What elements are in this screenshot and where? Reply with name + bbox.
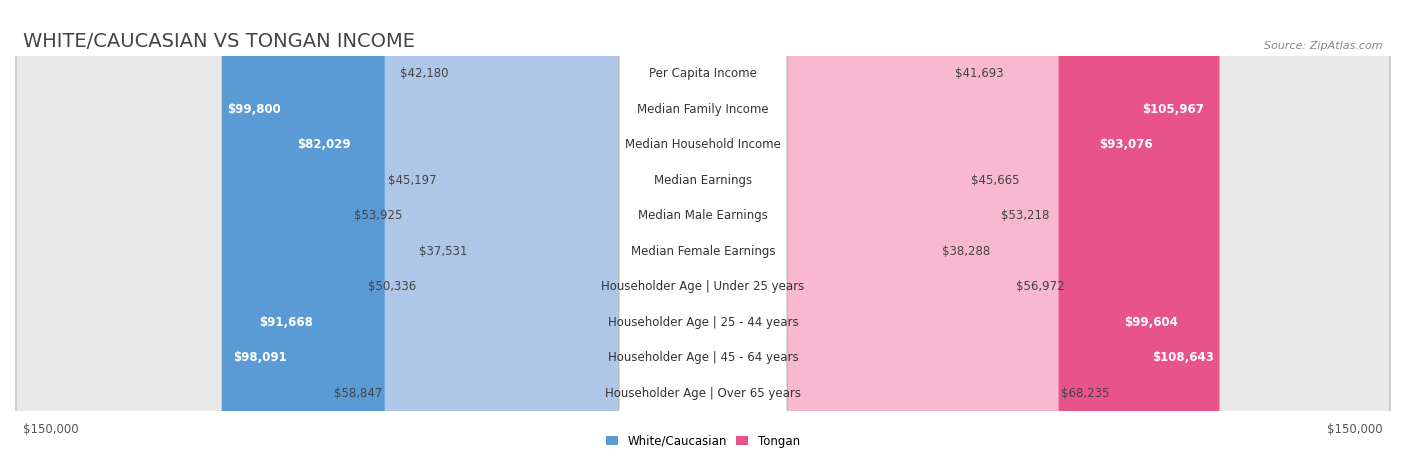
- Text: $98,091: $98,091: [233, 351, 287, 364]
- FancyBboxPatch shape: [619, 0, 787, 467]
- FancyBboxPatch shape: [385, 0, 621, 467]
- FancyBboxPatch shape: [785, 0, 1219, 467]
- FancyBboxPatch shape: [17, 0, 1389, 467]
- FancyBboxPatch shape: [619, 0, 787, 467]
- Text: Source: ZipAtlas.com: Source: ZipAtlas.com: [1264, 41, 1382, 51]
- Text: Median Earnings: Median Earnings: [654, 174, 752, 187]
- Text: $93,076: $93,076: [1099, 138, 1153, 151]
- Text: $150,000: $150,000: [1327, 424, 1382, 436]
- Text: $53,925: $53,925: [354, 209, 402, 222]
- FancyBboxPatch shape: [17, 0, 1389, 467]
- FancyBboxPatch shape: [451, 0, 621, 467]
- Text: Per Capita Income: Per Capita Income: [650, 67, 756, 80]
- FancyBboxPatch shape: [619, 0, 787, 467]
- FancyBboxPatch shape: [619, 0, 787, 467]
- FancyBboxPatch shape: [785, 0, 998, 467]
- FancyBboxPatch shape: [619, 0, 787, 467]
- Text: Householder Age | 25 - 44 years: Householder Age | 25 - 44 years: [607, 316, 799, 329]
- Text: $37,531: $37,531: [419, 245, 467, 258]
- Text: $99,604: $99,604: [1125, 316, 1178, 329]
- Text: $42,180: $42,180: [401, 67, 449, 80]
- FancyBboxPatch shape: [785, 0, 1059, 467]
- FancyBboxPatch shape: [619, 0, 787, 467]
- Text: Median Male Earnings: Median Male Earnings: [638, 209, 768, 222]
- Text: $108,643: $108,643: [1153, 351, 1215, 364]
- FancyBboxPatch shape: [17, 0, 1389, 467]
- FancyBboxPatch shape: [785, 0, 1014, 467]
- Text: Median Family Income: Median Family Income: [637, 103, 769, 116]
- FancyBboxPatch shape: [619, 0, 787, 467]
- Text: $53,218: $53,218: [1001, 209, 1049, 222]
- FancyBboxPatch shape: [405, 0, 621, 467]
- Text: $41,693: $41,693: [955, 67, 1004, 80]
- Text: WHITE/CAUCASIAN VS TONGAN INCOME: WHITE/CAUCASIAN VS TONGAN INCOME: [24, 32, 415, 51]
- FancyBboxPatch shape: [785, 0, 1209, 467]
- Text: $105,967: $105,967: [1142, 103, 1204, 116]
- FancyBboxPatch shape: [785, 0, 969, 467]
- FancyBboxPatch shape: [439, 0, 621, 467]
- FancyBboxPatch shape: [619, 0, 787, 467]
- FancyBboxPatch shape: [419, 0, 621, 467]
- FancyBboxPatch shape: [17, 0, 1389, 467]
- Text: $38,288: $38,288: [942, 245, 990, 258]
- Text: $82,029: $82,029: [298, 138, 352, 151]
- Text: $56,972: $56,972: [1017, 280, 1064, 293]
- FancyBboxPatch shape: [785, 0, 1184, 467]
- FancyBboxPatch shape: [17, 0, 1389, 467]
- Text: Median Household Income: Median Household Income: [626, 138, 780, 151]
- FancyBboxPatch shape: [254, 0, 621, 467]
- Text: $150,000: $150,000: [24, 424, 79, 436]
- Text: $99,800: $99,800: [226, 103, 280, 116]
- Text: Householder Age | Over 65 years: Householder Age | Over 65 years: [605, 387, 801, 400]
- Text: $58,847: $58,847: [335, 387, 382, 400]
- FancyBboxPatch shape: [17, 0, 1389, 467]
- FancyBboxPatch shape: [17, 0, 1389, 467]
- Text: $45,197: $45,197: [388, 174, 437, 187]
- Text: $91,668: $91,668: [259, 316, 314, 329]
- Text: Median Female Earnings: Median Female Earnings: [631, 245, 775, 258]
- FancyBboxPatch shape: [785, 0, 1157, 467]
- FancyBboxPatch shape: [470, 0, 621, 467]
- Text: $68,235: $68,235: [1062, 387, 1109, 400]
- Text: Householder Age | 45 - 64 years: Householder Age | 45 - 64 years: [607, 351, 799, 364]
- FancyBboxPatch shape: [222, 0, 621, 467]
- Legend: White/Caucasian, Tongan: White/Caucasian, Tongan: [606, 435, 800, 448]
- FancyBboxPatch shape: [785, 0, 939, 467]
- Text: $50,336: $50,336: [368, 280, 416, 293]
- FancyBboxPatch shape: [785, 0, 953, 467]
- Text: Householder Age | Under 25 years: Householder Age | Under 25 years: [602, 280, 804, 293]
- FancyBboxPatch shape: [17, 0, 1389, 467]
- FancyBboxPatch shape: [229, 0, 621, 467]
- Text: $45,665: $45,665: [972, 174, 1019, 187]
- FancyBboxPatch shape: [619, 0, 787, 467]
- FancyBboxPatch shape: [17, 0, 1389, 467]
- FancyBboxPatch shape: [292, 0, 621, 467]
- FancyBboxPatch shape: [17, 0, 1389, 467]
- FancyBboxPatch shape: [619, 0, 787, 467]
